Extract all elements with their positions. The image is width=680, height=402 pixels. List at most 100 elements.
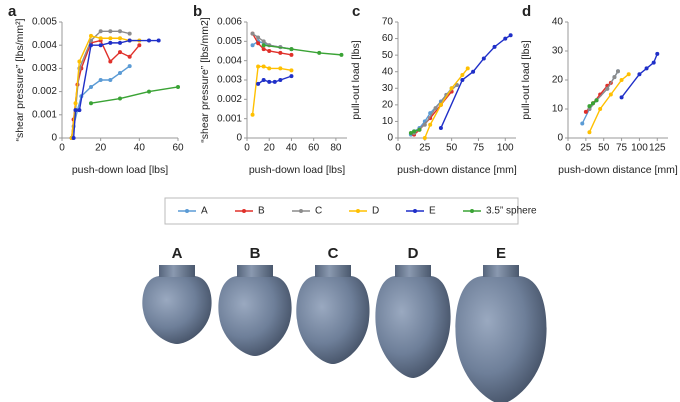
shape-neck (237, 265, 273, 277)
data-point (278, 78, 283, 82)
legend-label: E (429, 206, 436, 217)
y-tick-label: 0.001 (217, 113, 242, 124)
y-tick-label: 10 (552, 104, 564, 115)
y-axis-label: pull-out load [lbs] (350, 40, 362, 119)
data-point (339, 52, 344, 57)
x-tick-label: 100 (497, 143, 514, 154)
data-point (118, 36, 122, 41)
y-tick-label: 0.006 (217, 17, 242, 28)
data-point (408, 131, 413, 136)
data-point (98, 78, 103, 82)
y-tick-label: 0 (236, 133, 242, 144)
data-point (591, 101, 595, 106)
y-tick-label: 0.003 (217, 75, 242, 86)
y-tick-label: 0 (387, 133, 393, 144)
series-line (251, 65, 292, 115)
data-point (108, 36, 113, 41)
data-point (492, 44, 497, 49)
data-point (644, 66, 649, 71)
data-point (261, 47, 266, 52)
x-tick-label: 125 (649, 143, 666, 154)
data-point (261, 64, 266, 69)
y-tick-label: 10 (382, 116, 394, 127)
y-axis-label: pull-out load [lbs] (520, 40, 532, 119)
data-point (77, 108, 82, 113)
data-point (108, 29, 113, 34)
data-point (481, 56, 486, 61)
shape-label: C (328, 245, 339, 262)
data-point (108, 59, 113, 64)
x-tick-label: 0 (395, 143, 401, 154)
x-tick-label: 75 (473, 143, 485, 154)
data-point (608, 92, 613, 97)
data-point (580, 121, 585, 126)
data-point (317, 50, 322, 55)
y-tick-label: 70 (382, 17, 394, 28)
x-axis-label: push-down distance [mm] (397, 164, 517, 176)
data-point (73, 108, 78, 113)
legend-marker (356, 209, 360, 213)
data-point (89, 84, 93, 89)
x-axis-label: push-down load [lbs] (72, 164, 168, 176)
data-point (118, 96, 122, 101)
data-point (137, 43, 142, 48)
data-point (438, 102, 443, 107)
data-point (89, 101, 93, 106)
data-point (598, 107, 603, 111)
data-point (267, 49, 272, 53)
data-point (250, 31, 255, 36)
data-point (637, 72, 642, 77)
data-point (612, 75, 617, 80)
data-point (89, 33, 93, 38)
panel-label: a (8, 3, 17, 20)
data-point (278, 50, 283, 55)
data-point (438, 126, 443, 131)
legend-marker (470, 209, 474, 213)
x-tick-label: 0 (244, 143, 250, 154)
data-point (261, 43, 266, 48)
data-point (108, 78, 113, 82)
data-point (289, 68, 294, 73)
y-tick-label: 0.005 (217, 36, 242, 47)
x-tick-label: 25 (580, 143, 592, 154)
data-point (616, 69, 620, 74)
data-point (98, 29, 103, 34)
data-point (651, 60, 656, 65)
shape-neck (315, 265, 351, 277)
data-point (587, 130, 592, 135)
data-point (127, 31, 132, 36)
data-point (77, 59, 82, 64)
x-tick-label: 100 (631, 143, 648, 154)
data-point (118, 29, 122, 34)
legend-label: 3.5” sphere (486, 206, 537, 217)
data-point (417, 127, 422, 132)
data-point (433, 106, 438, 111)
x-axis-label: push-down distance [mm] (558, 164, 678, 176)
y-tick-label: 0.002 (217, 94, 242, 105)
data-point (272, 79, 277, 84)
data-point (261, 78, 266, 82)
y-tick-label: 0 (51, 133, 57, 144)
data-point (73, 101, 78, 106)
data-point (256, 81, 261, 86)
shape-label: B (250, 245, 261, 262)
legend-label: C (315, 206, 322, 217)
data-point (127, 54, 132, 59)
y-tick-label: 0.004 (217, 55, 242, 66)
x-tick-label: 75 (616, 143, 628, 154)
series-line (90, 86, 179, 104)
data-point (256, 35, 261, 40)
shape-body (296, 276, 370, 364)
legend-label: D (372, 206, 379, 217)
data-point (156, 38, 161, 43)
legend-marker (413, 209, 417, 213)
data-point (250, 112, 255, 117)
data-point (289, 47, 294, 52)
y-tick-label: 30 (382, 83, 394, 94)
x-tick-label: 40 (134, 143, 146, 154)
data-point (71, 136, 76, 140)
data-point (118, 40, 122, 45)
data-point (619, 78, 624, 82)
panel-label: c (352, 3, 360, 20)
